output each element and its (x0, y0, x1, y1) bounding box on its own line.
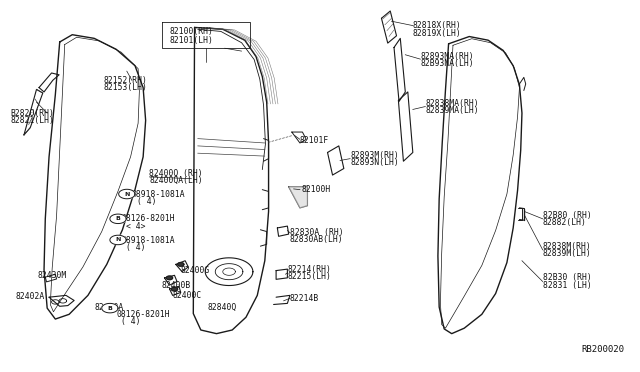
Text: 82821(LH): 82821(LH) (11, 116, 54, 125)
Text: 82215(LH): 82215(LH) (287, 272, 332, 281)
Text: 82153(LH): 82153(LH) (104, 83, 147, 92)
Text: 82400G: 82400G (180, 266, 210, 275)
Text: N: N (115, 237, 121, 243)
Text: 82839M(LH): 82839M(LH) (543, 249, 591, 258)
Polygon shape (178, 263, 184, 266)
Text: 82100H: 82100H (301, 185, 330, 194)
Text: 82B30 (RH): 82B30 (RH) (543, 273, 591, 282)
Polygon shape (172, 287, 178, 291)
Text: 82893M(RH): 82893M(RH) (350, 151, 399, 160)
Text: 82819X(LH): 82819X(LH) (413, 29, 461, 38)
Text: 82839MA(LH): 82839MA(LH) (426, 106, 479, 115)
Text: 08918-1081A: 08918-1081A (121, 236, 175, 245)
Text: < 4>: < 4> (125, 222, 145, 231)
Polygon shape (110, 214, 126, 224)
Text: 08126-8201H: 08126-8201H (116, 310, 170, 319)
Text: 82402A: 82402A (16, 292, 45, 301)
Text: 82830A (RH): 82830A (RH) (290, 228, 344, 237)
Text: 82214(RH): 82214(RH) (287, 264, 332, 274)
Text: 82400B: 82400B (162, 280, 191, 290)
Text: 82101(LH): 82101(LH) (170, 36, 213, 45)
Text: 82100(RH): 82100(RH) (170, 26, 213, 36)
Polygon shape (166, 276, 173, 280)
Text: B2820(RH): B2820(RH) (11, 109, 54, 118)
Text: 82838MA(RH): 82838MA(RH) (426, 99, 479, 108)
Text: ( 4): ( 4) (125, 244, 145, 253)
Text: 82B80 (RH): 82B80 (RH) (543, 211, 591, 219)
Text: 82400Q (RH): 82400Q (RH) (149, 169, 203, 178)
Text: 08918-1081A: 08918-1081A (132, 189, 186, 199)
Text: 82830AB(LH): 82830AB(LH) (290, 235, 344, 244)
Polygon shape (102, 304, 118, 313)
Text: B: B (108, 306, 113, 311)
Text: 82101F: 82101F (300, 136, 329, 145)
Text: RB200020: RB200020 (581, 346, 624, 355)
Polygon shape (110, 235, 126, 245)
Text: ( 4): ( 4) (137, 197, 156, 206)
Text: 82B93NA(LH): 82B93NA(LH) (420, 59, 474, 68)
Text: 82838M(RH): 82838M(RH) (543, 242, 591, 251)
Text: 82893N(LH): 82893N(LH) (350, 158, 399, 167)
Text: 82400QA(LH): 82400QA(LH) (149, 176, 203, 185)
Text: 82420A: 82420A (94, 302, 124, 311)
Text: N: N (124, 192, 129, 196)
Polygon shape (289, 187, 307, 208)
Text: 82893MA(RH): 82893MA(RH) (420, 52, 474, 61)
Text: ( 4): ( 4) (120, 317, 140, 326)
Text: 82831 (LH): 82831 (LH) (543, 280, 591, 290)
Text: B: B (116, 216, 120, 221)
Text: 82152(RH): 82152(RH) (104, 76, 147, 85)
Text: 08126-8201H: 08126-8201H (121, 214, 175, 223)
Text: 82840Q: 82840Q (207, 302, 236, 311)
Text: 82818X(RH): 82818X(RH) (413, 21, 461, 30)
Text: 82214B: 82214B (290, 294, 319, 303)
Text: 82882(LH): 82882(LH) (543, 218, 586, 227)
Text: 82400C: 82400C (173, 291, 202, 300)
Text: 82430M: 82430M (38, 271, 67, 280)
Polygon shape (118, 189, 135, 199)
